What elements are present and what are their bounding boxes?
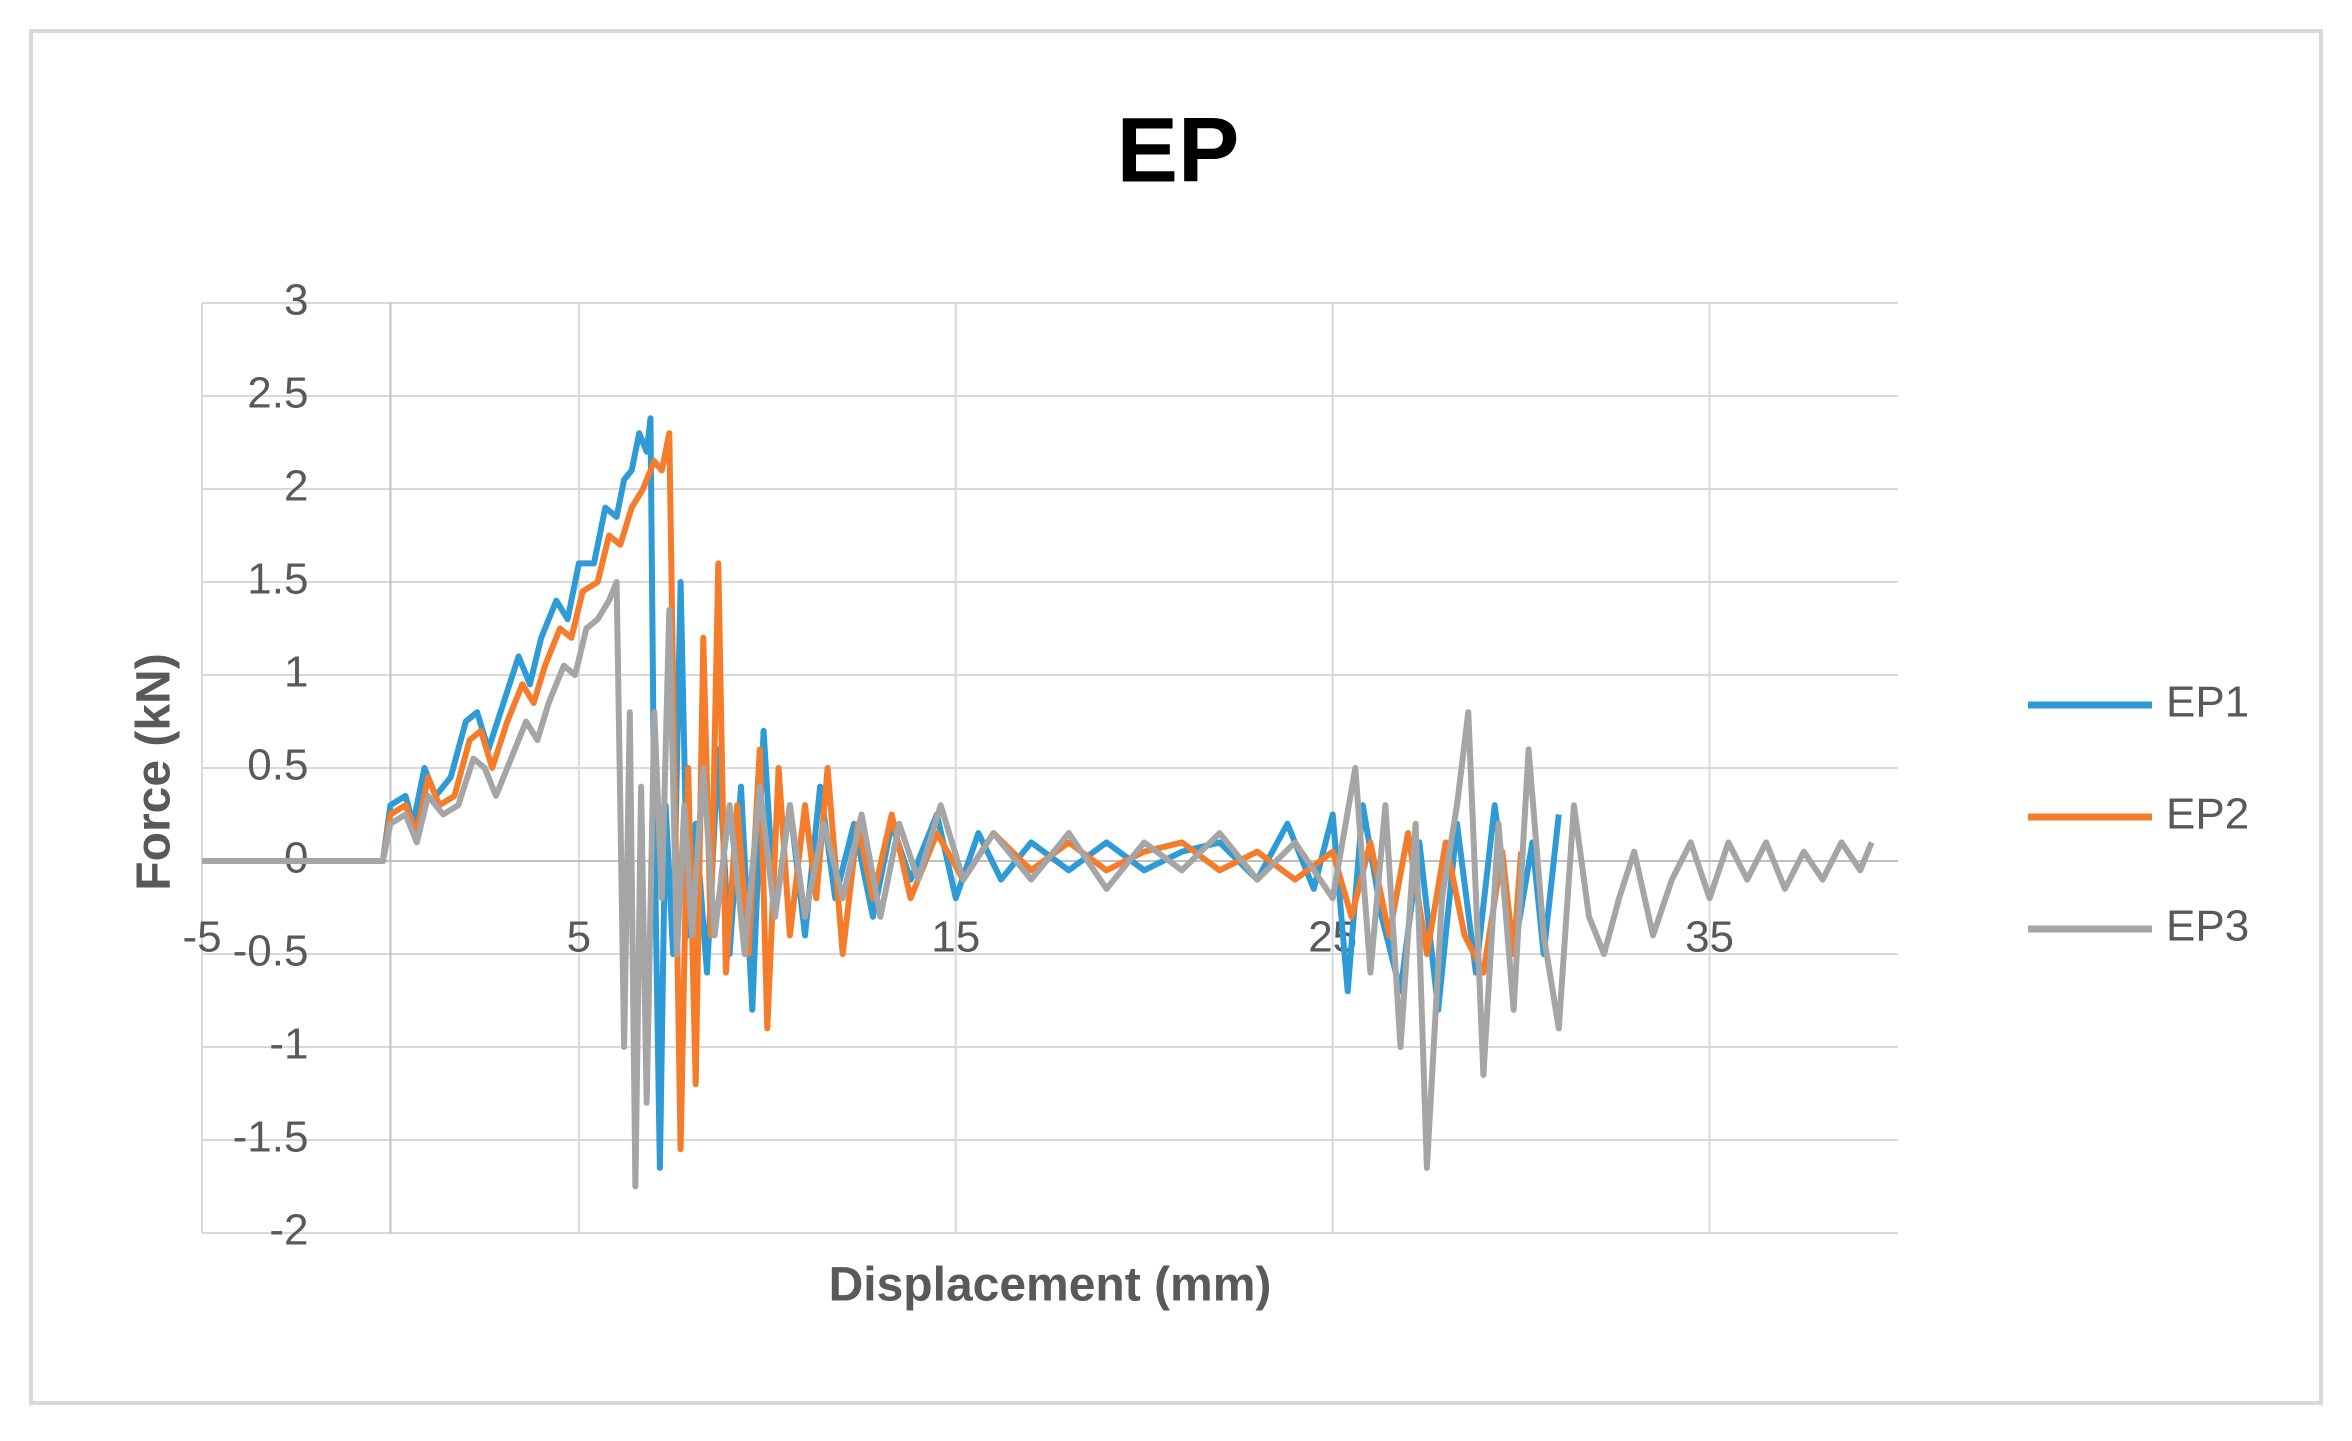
legend-label: EP1: [2166, 678, 2249, 727]
y-tick-label: 1.5: [247, 555, 308, 604]
y-tick-label: 1: [284, 648, 308, 697]
chart-border: [29, 29, 2323, 1405]
legend-label: EP2: [2166, 790, 2249, 839]
y-tick-label: 0.5: [247, 741, 308, 790]
legend-label: EP3: [2166, 902, 2249, 951]
series-line: [202, 415, 1562, 1171]
y-tick-label: -1: [269, 1020, 308, 1069]
y-tick-label: -2: [269, 1206, 308, 1255]
y-tick-label: -1.5: [233, 1113, 309, 1162]
x-tick-label: 5: [567, 913, 591, 962]
x-tick-label: -5: [182, 913, 221, 962]
x-tick-label: 35: [1685, 913, 1734, 962]
y-tick-label: 2: [284, 462, 308, 511]
series-line: [202, 579, 1875, 1190]
y-tick-label: 3: [284, 276, 308, 325]
series-line: [202, 430, 1525, 1153]
x-tick-label: 15: [931, 913, 980, 962]
y-axis-title: Force (kN): [128, 653, 181, 890]
y-tick-label: -0.5: [233, 927, 309, 976]
x-axis-title: Displacement (mm): [829, 1259, 1272, 1312]
chart-title: EP: [1117, 99, 1240, 201]
y-tick-label: 2.5: [247, 369, 308, 418]
